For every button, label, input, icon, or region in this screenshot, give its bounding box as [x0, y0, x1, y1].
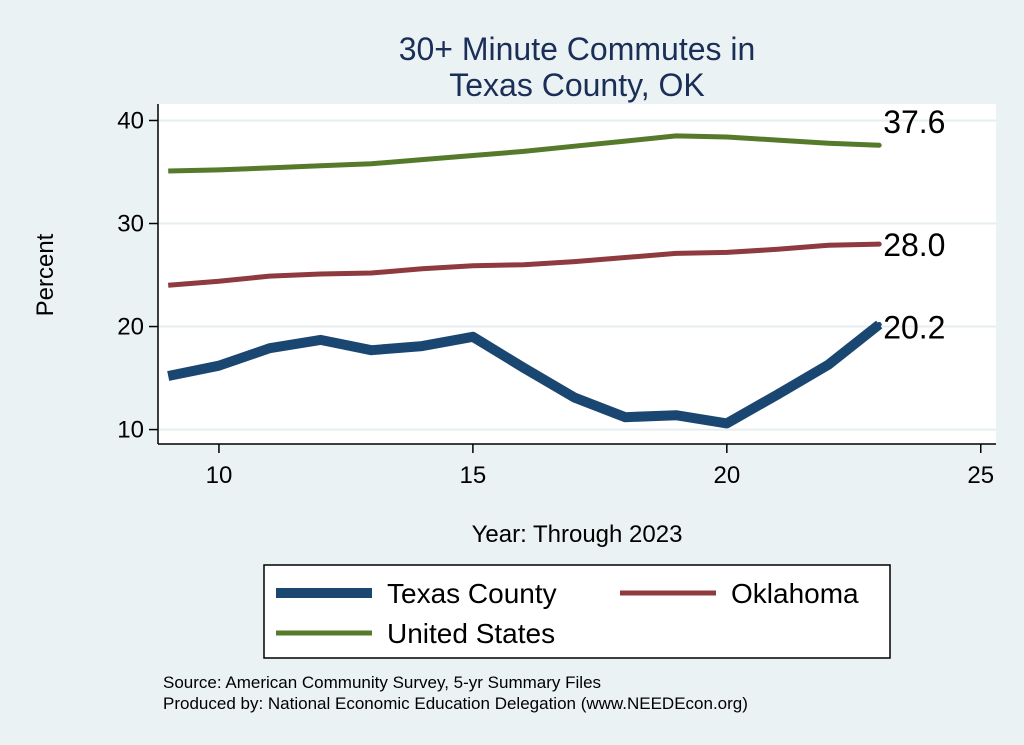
chart-title-line-1: 30+ Minute Commutes in — [399, 31, 756, 67]
x-tick-label-10: 10 — [206, 462, 233, 489]
x-tick-label-20: 20 — [713, 462, 740, 489]
end-point-oklahoma — [876, 241, 882, 247]
y-tick-label-40: 40 — [117, 107, 144, 134]
legend: Texas County Oklahoma United States — [263, 564, 891, 659]
legend-label-texas-county: Texas County — [387, 578, 557, 609]
y-axis-label: Percent — [32, 233, 59, 316]
legend-box — [263, 564, 891, 659]
end-label-oklahoma: 28.0 — [883, 227, 945, 263]
y-tick-label-20: 20 — [117, 314, 144, 341]
legend-label-united-states: United States — [387, 618, 555, 649]
series-line-oklahoma — [167, 241, 880, 288]
series-line-united-states — [168, 133, 880, 174]
y-tick-label-10: 10 — [117, 417, 144, 444]
end-point-texas-county — [876, 321, 882, 327]
legend-label-oklahoma: Oklahoma — [731, 578, 859, 609]
source-note: Source: American Community Survey, 5-yr … — [163, 673, 601, 692]
end-label-united-states: 37.6 — [883, 104, 945, 140]
y-tick-label-30: 30 — [117, 211, 144, 238]
axes: 10 20 30 40 10 15 20 25 — [117, 104, 996, 489]
chart-title-line-2: Texas County, OK — [449, 67, 705, 103]
producer-note: Produced by: National Economic Education… — [163, 694, 748, 713]
x-tick-label-15: 15 — [460, 462, 487, 489]
series: 37.6 28.0 20.2 — [167, 104, 945, 429]
end-point-united-states — [876, 142, 882, 148]
x-tick-label-25: 25 — [967, 462, 994, 489]
series-line-texas-county — [167, 320, 883, 429]
x-axis-label: Year: Through 2023 — [472, 521, 683, 548]
end-label-texas-county: 20.2 — [883, 309, 945, 345]
grid — [158, 119, 996, 431]
